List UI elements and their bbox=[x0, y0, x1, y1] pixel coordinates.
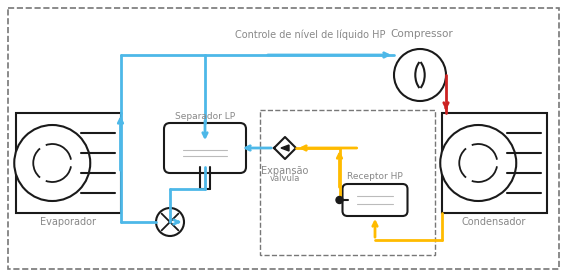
Bar bbox=[260, 110, 435, 255]
Bar bbox=[15, 113, 121, 213]
Text: Evaporador: Evaporador bbox=[40, 217, 96, 227]
Bar bbox=[442, 113, 547, 213]
Text: válvula: válvula bbox=[270, 174, 300, 183]
Text: Separador LP: Separador LP bbox=[175, 112, 235, 121]
Text: Compressor: Compressor bbox=[391, 29, 454, 39]
Circle shape bbox=[14, 125, 90, 201]
Text: Condensador: Condensador bbox=[462, 217, 526, 227]
FancyBboxPatch shape bbox=[342, 184, 408, 216]
Circle shape bbox=[440, 125, 516, 201]
Circle shape bbox=[156, 208, 184, 236]
Polygon shape bbox=[281, 145, 289, 151]
Text: Controle de nível de líquido HP: Controle de nível de líquido HP bbox=[235, 30, 385, 40]
Circle shape bbox=[394, 49, 446, 101]
Text: Expansão: Expansão bbox=[261, 166, 308, 176]
Circle shape bbox=[336, 196, 343, 204]
FancyBboxPatch shape bbox=[164, 123, 246, 173]
Polygon shape bbox=[274, 137, 296, 159]
Text: Receptor HP: Receptor HP bbox=[347, 172, 403, 181]
